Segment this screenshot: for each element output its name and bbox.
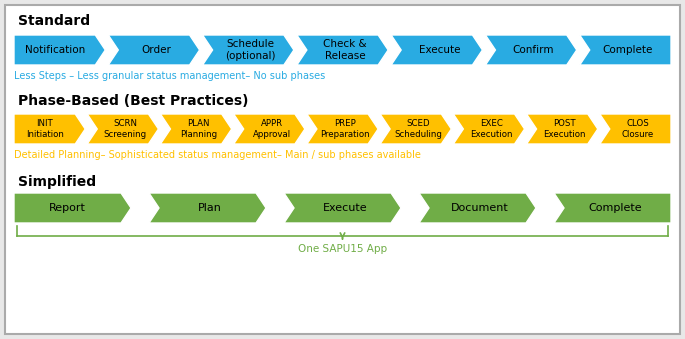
- Text: EXEC
Execution: EXEC Execution: [470, 119, 512, 139]
- Polygon shape: [580, 35, 671, 65]
- Text: CLOS
Closure: CLOS Closure: [622, 119, 654, 139]
- Text: Complete: Complete: [588, 203, 642, 213]
- Polygon shape: [419, 193, 536, 223]
- Text: SCRN
Screening: SCRN Screening: [103, 119, 147, 139]
- Text: Check &
Release: Check & Release: [323, 39, 366, 61]
- FancyBboxPatch shape: [5, 5, 680, 334]
- Text: Phase-Based (Best Practices): Phase-Based (Best Practices): [18, 94, 249, 108]
- Polygon shape: [160, 114, 232, 144]
- Polygon shape: [234, 114, 305, 144]
- Text: Less Steps – Less granular status management– No sub phases: Less Steps – Less granular status manage…: [14, 71, 325, 81]
- Text: Report: Report: [49, 203, 86, 213]
- Polygon shape: [554, 193, 671, 223]
- Polygon shape: [149, 193, 266, 223]
- Text: PLAN
Planning: PLAN Planning: [180, 119, 217, 139]
- Polygon shape: [14, 35, 105, 65]
- Text: Order: Order: [142, 45, 171, 55]
- Text: PREP
Preparation: PREP Preparation: [320, 119, 370, 139]
- Polygon shape: [14, 114, 85, 144]
- Text: POST
Execution: POST Execution: [543, 119, 586, 139]
- Text: APPR
Approval: APPR Approval: [253, 119, 291, 139]
- Polygon shape: [600, 114, 671, 144]
- Polygon shape: [486, 35, 577, 65]
- Text: INIT
Initiation: INIT Initiation: [25, 119, 64, 139]
- Text: Complete: Complete: [603, 45, 653, 55]
- Polygon shape: [380, 114, 451, 144]
- Text: One SAPU15 App: One SAPU15 App: [298, 244, 387, 254]
- Polygon shape: [307, 114, 378, 144]
- Text: Document: Document: [451, 203, 509, 213]
- Polygon shape: [391, 35, 482, 65]
- Text: Simplified: Simplified: [18, 175, 96, 189]
- Text: SCED
Scheduling: SCED Scheduling: [395, 119, 442, 139]
- Polygon shape: [108, 35, 199, 65]
- Polygon shape: [297, 35, 388, 65]
- Text: Notification: Notification: [25, 45, 85, 55]
- Text: Execute: Execute: [323, 203, 367, 213]
- Polygon shape: [14, 193, 131, 223]
- Polygon shape: [203, 35, 294, 65]
- Polygon shape: [453, 114, 525, 144]
- Polygon shape: [87, 114, 158, 144]
- Text: Schedule
(optional): Schedule (optional): [225, 39, 276, 61]
- Polygon shape: [284, 193, 401, 223]
- Text: Standard: Standard: [18, 14, 90, 28]
- Text: Plan: Plan: [198, 203, 222, 213]
- Text: Confirm: Confirm: [513, 45, 554, 55]
- Text: Execute: Execute: [419, 45, 460, 55]
- Polygon shape: [527, 114, 598, 144]
- Text: Detailed Planning– Sophisticated status management– Main / sub phases available: Detailed Planning– Sophisticated status …: [14, 150, 421, 160]
